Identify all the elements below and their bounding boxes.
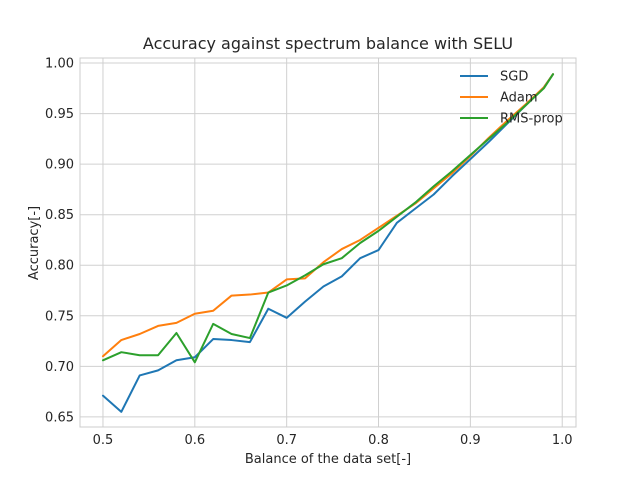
y-tick-label: 0.75 <box>45 309 74 324</box>
x-tick-label: 0.8 <box>368 433 389 448</box>
chart-title: Accuracy against spectrum balance with S… <box>143 34 513 53</box>
y-tick-label: 0.70 <box>45 360 74 375</box>
x-tick-label: 0.7 <box>276 433 297 448</box>
x-axis-label: Balance of the data set[-] <box>245 452 411 467</box>
legend-label: SGD <box>500 70 528 85</box>
legend-label: RMS-prop <box>500 112 563 127</box>
y-tick-label: 0.80 <box>45 259 74 274</box>
series-line-sgd <box>101 73 555 413</box>
x-tick-label: 0.6 <box>184 433 205 448</box>
x-tick-labels: 0.5 0.6 0.7 0.8 0.9 1.0 <box>93 433 573 448</box>
x-tick-label: 1.0 <box>552 433 573 448</box>
y-tick-label: 1.00 <box>45 57 74 72</box>
y-tick-label: 0.85 <box>45 208 74 223</box>
legend: SGD Adam RMS-prop <box>460 70 563 127</box>
y-tick-labels: 0.65 0.70 0.75 0.80 0.85 0.90 0.95 1.00 <box>45 57 74 426</box>
legend-label: Adam <box>500 91 538 106</box>
y-tick-label: 0.95 <box>45 107 74 122</box>
x-tick-label: 0.9 <box>460 433 481 448</box>
plot-frame <box>79 57 577 428</box>
y-axis-label: Accuracy[-] <box>27 206 42 280</box>
series-line-rms-prop <box>101 73 555 364</box>
y-tick-label: 0.65 <box>45 410 74 425</box>
grid <box>80 58 576 427</box>
series-line-adam <box>101 73 555 358</box>
x-tick-label: 0.5 <box>93 433 114 448</box>
series-lines <box>101 73 555 413</box>
y-tick-label: 0.90 <box>45 158 74 173</box>
